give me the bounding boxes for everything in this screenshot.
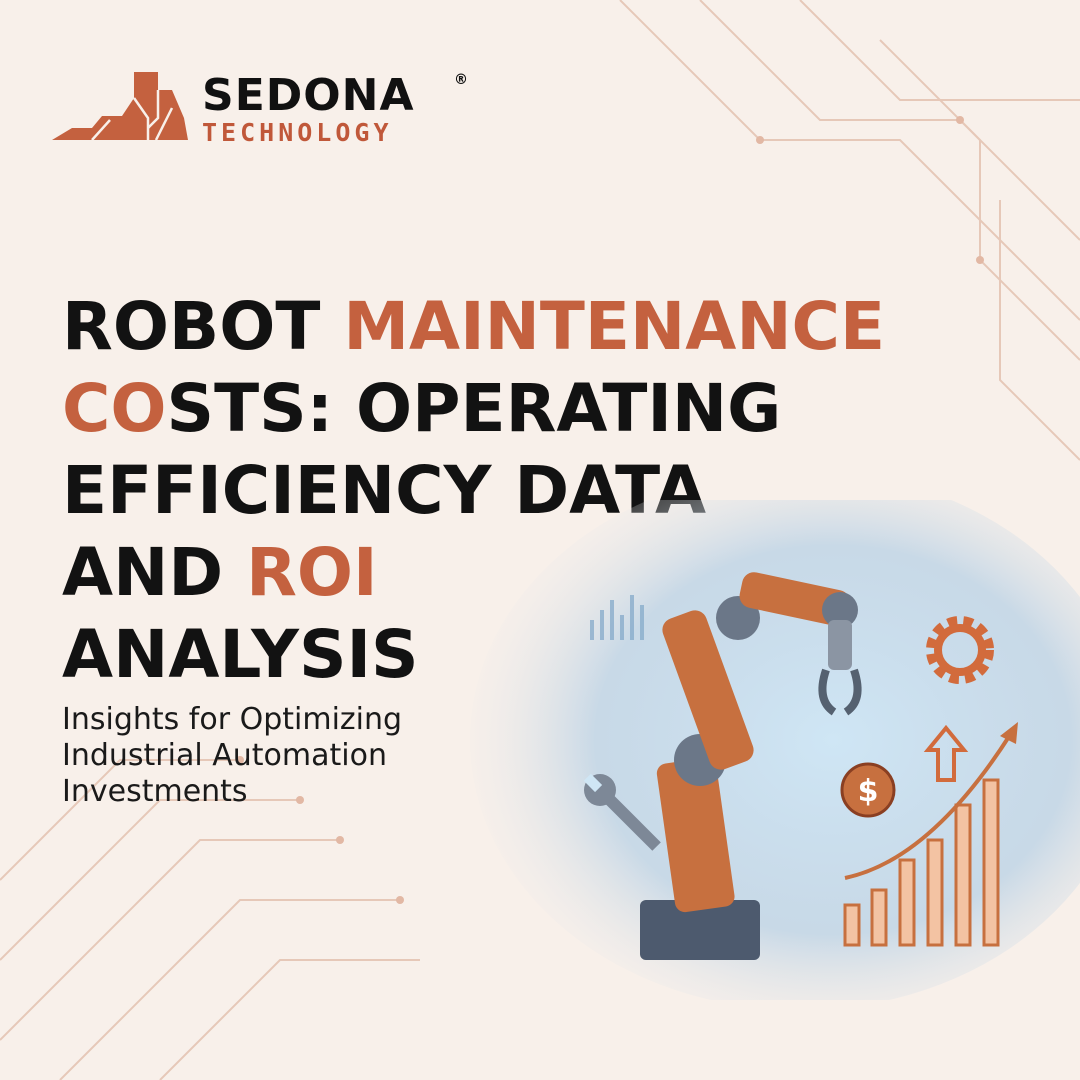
title-text: STS: OPERATING	[166, 370, 782, 447]
title-highlight: CO	[62, 370, 167, 447]
logo-mountain-icon	[52, 72, 188, 141]
gear-icon	[926, 616, 994, 684]
title-line-1: ROBOT MAINTENANCE	[62, 286, 885, 368]
page-title: ROBOT MAINTENANCE COSTS: OPERATING EFFIC…	[62, 286, 885, 696]
subtitle-line: Insights for Optimizing	[62, 702, 403, 737]
title-line-3: EFFICIENCY DATA	[62, 452, 707, 529]
title-text: AND	[62, 534, 247, 611]
wrench-icon	[583, 773, 661, 851]
sedona-technology-logo: SEDONA ® TECHNOLOGY	[52, 68, 472, 148]
title-line-2: COSTS: OPERATING	[62, 368, 885, 450]
svg-text:$: $	[858, 774, 879, 809]
subtitle-line: Industrial Automation	[62, 738, 387, 773]
growth-bar-chart-icon	[843, 778, 1000, 947]
subtitle: Insights for Optimizing Industrial Autom…	[62, 702, 402, 810]
logo-wordmark: SEDONA	[202, 70, 415, 121]
up-arrow-icon	[923, 724, 969, 782]
title-highlight: MAINTENANCE	[343, 288, 886, 365]
robot-illustration: $	[470, 500, 1080, 1000]
registered-mark: ®	[454, 72, 468, 88]
title-line-4: AND ROI	[62, 532, 885, 614]
trend-arrow-icon	[844, 733, 1012, 880]
dashboard-bars-icon	[590, 595, 644, 640]
robot-arm-icon	[640, 572, 862, 960]
title-highlight: ROI	[246, 534, 378, 611]
title-line-5: ANALYSIS	[62, 616, 419, 693]
subtitle-line: Investments	[62, 774, 248, 809]
title-text: ROBOT	[62, 288, 344, 365]
dollar-coin-icon: $	[840, 762, 896, 818]
logo-subtitle: TECHNOLOGY	[202, 118, 393, 147]
